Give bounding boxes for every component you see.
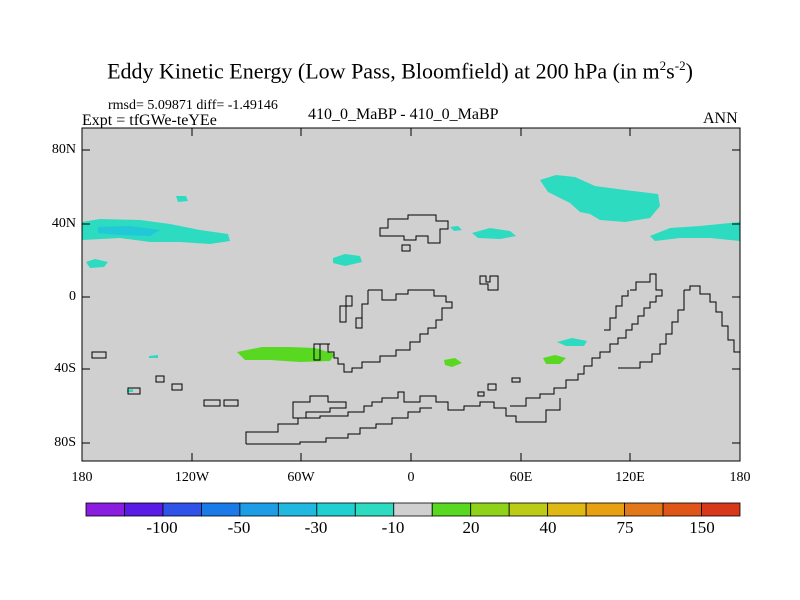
colorbar-box bbox=[624, 502, 664, 517]
colorbar-box bbox=[277, 502, 318, 517]
patch-south-africa-green bbox=[444, 358, 462, 367]
patch-south-pacific bbox=[149, 355, 158, 358]
axis-ticks bbox=[81, 128, 741, 461]
colorbar-box bbox=[585, 502, 625, 517]
patch-small-north bbox=[176, 196, 188, 202]
lon-label-0: 0 bbox=[407, 470, 415, 485]
lon-label-120e: 120E bbox=[615, 470, 645, 485]
lat-label-40n: 40N bbox=[51, 216, 76, 231]
experiment-label: Expt = tfGWe-teYEe bbox=[82, 112, 217, 129]
colorbar-box bbox=[354, 502, 395, 517]
patch-siberia bbox=[540, 175, 660, 222]
subtitle: 410_0_MaBP - 410_0_MaBP bbox=[308, 106, 499, 123]
colorbar-box bbox=[239, 502, 279, 517]
colorbar-box bbox=[701, 502, 741, 517]
colorbar-box bbox=[431, 502, 472, 517]
lon-label-120w: 120W bbox=[174, 470, 210, 485]
patch-south-atlantic-green bbox=[237, 347, 335, 362]
colorbar-box bbox=[124, 502, 164, 517]
lat-label-80n: 80N bbox=[51, 142, 76, 157]
lat-label-80s: 80S bbox=[54, 435, 76, 450]
colorbar-box bbox=[162, 502, 202, 517]
colorbar-label: -50 bbox=[227, 518, 251, 537]
colorbar-label: -100 bbox=[146, 518, 178, 537]
patch-asia bbox=[472, 228, 516, 239]
anomaly-patches bbox=[82, 175, 740, 392]
colorbar-label: 20 bbox=[462, 518, 480, 537]
lat-label-0: 0 bbox=[69, 289, 76, 304]
patch-south-indian bbox=[557, 338, 587, 346]
period-label: ANN bbox=[703, 110, 738, 127]
lon-label-180w: 180 bbox=[71, 470, 93, 485]
colorbar-label: -30 bbox=[304, 518, 328, 537]
colorbar bbox=[85, 502, 741, 517]
colorbar-box bbox=[508, 502, 549, 517]
colorbar-box bbox=[470, 502, 510, 517]
colorbar-label: 40 bbox=[539, 518, 557, 537]
colorbar-label: -10 bbox=[381, 518, 405, 537]
lat-label-40s: 40S bbox=[54, 361, 76, 376]
colorbar-box bbox=[316, 502, 356, 517]
stats-label: rmsd= 5.09871 diff= -1.49146 bbox=[108, 98, 278, 113]
coastlines bbox=[91, 214, 741, 445]
patch-indian-green bbox=[543, 355, 566, 364]
patch-pacific-east bbox=[650, 222, 740, 241]
colorbar-box bbox=[547, 502, 587, 517]
colorbar-box bbox=[85, 502, 125, 517]
colorbar-box bbox=[201, 502, 241, 517]
patch-mid-subtropic bbox=[333, 254, 362, 266]
patch-inner-band bbox=[98, 226, 160, 236]
lon-label-180e: 180 bbox=[729, 470, 751, 485]
colorbar-label: 75 bbox=[616, 518, 634, 537]
patch-europe bbox=[450, 226, 462, 231]
patch-west-subtropic bbox=[86, 259, 108, 268]
colorbar-box bbox=[662, 502, 702, 517]
plot-title: Eddy Kinetic Energy (Low Pass, Bloomfiel… bbox=[107, 58, 693, 84]
lon-label-60e: 60E bbox=[509, 470, 533, 485]
colorbar-box bbox=[393, 502, 433, 517]
lon-label-60w: 60W bbox=[287, 470, 315, 485]
colorbar-label: 150 bbox=[689, 518, 715, 537]
map-background bbox=[82, 128, 740, 461]
